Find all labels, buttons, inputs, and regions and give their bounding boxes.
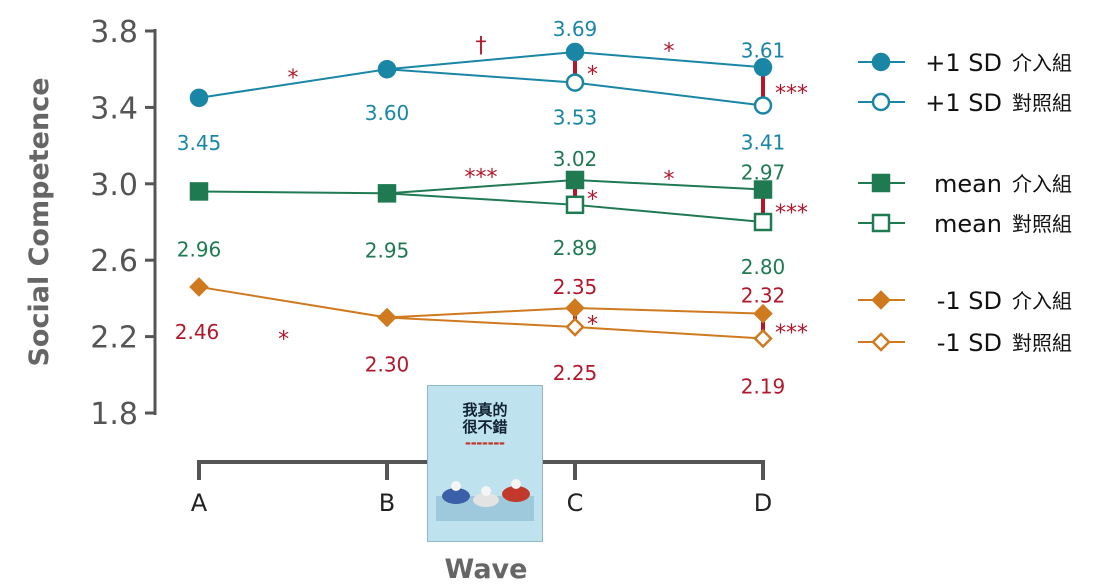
x-tick-label: A xyxy=(191,489,208,517)
group-difference-significance: *** xyxy=(775,81,808,106)
y-tick-label: 1.8 xyxy=(90,397,138,432)
data-label: 3.69 xyxy=(553,17,598,41)
data-label: 3.41 xyxy=(741,130,786,154)
data-point-marker xyxy=(753,96,773,115)
data-point-marker xyxy=(377,184,397,203)
data-label: 3.02 xyxy=(553,147,598,171)
y-tick-label: 3.0 xyxy=(90,168,138,203)
data-point-marker xyxy=(565,317,585,337)
data-label: 2.95 xyxy=(365,238,410,262)
data-label: 3.53 xyxy=(553,106,598,130)
segment-significance: † xyxy=(476,34,487,59)
legend-group-label: 對照組 xyxy=(1012,91,1072,115)
legend-sd-label: mean xyxy=(934,210,1002,238)
legend-marker xyxy=(871,332,891,352)
data-point-marker xyxy=(189,277,209,297)
legend-sd-label: -1 SD xyxy=(937,287,1002,315)
data-point-marker xyxy=(753,58,773,77)
book-title: 我真的 很不錯 xyxy=(428,402,542,436)
data-point-marker xyxy=(753,212,773,232)
legend-marker xyxy=(871,213,891,233)
segment-significance: * xyxy=(664,39,675,64)
data-point-marker xyxy=(753,303,773,324)
data-point-marker xyxy=(753,328,773,349)
legend-group-label: 介入組 xyxy=(1012,172,1072,196)
data-point-marker xyxy=(753,180,773,199)
data-point-marker xyxy=(377,59,397,79)
data-label: 3.61 xyxy=(741,38,786,62)
data-label: 2.97 xyxy=(741,161,786,185)
legend-group-label: 對照組 xyxy=(1012,331,1072,355)
data-label: 2.19 xyxy=(741,375,786,399)
segment-significance: *** xyxy=(465,165,498,190)
data-label: 2.80 xyxy=(741,255,786,279)
series-line xyxy=(198,178,764,195)
legend-marker xyxy=(871,290,891,310)
data-point-marker xyxy=(565,73,585,92)
series-line xyxy=(198,285,764,319)
data-point-marker xyxy=(377,307,397,328)
series-line xyxy=(198,51,764,99)
data-label: 2.46 xyxy=(175,320,220,344)
data-point-marker xyxy=(565,195,585,215)
legend-sd-label: +1 SD xyxy=(925,49,1002,77)
book-cover-image: 我真的 很不錯 ▬▬▬▬▬▬▬ xyxy=(427,385,543,542)
x-axis-title: Wave xyxy=(445,554,528,584)
data-label: 3.45 xyxy=(177,131,222,155)
data-label: 3.60 xyxy=(365,101,410,125)
data-label: 2.32 xyxy=(741,284,786,308)
y-tick-label: 3.4 xyxy=(90,91,138,126)
group-difference-significance: * xyxy=(587,62,598,87)
data-label: 2.96 xyxy=(177,237,222,261)
y-tick-label: 2.2 xyxy=(90,321,138,356)
data-point-marker xyxy=(189,88,209,108)
data-point-marker xyxy=(565,42,585,62)
data-label: 2.25 xyxy=(553,361,598,385)
group-difference-significance: * xyxy=(587,187,598,212)
segment-significance: * xyxy=(664,167,675,192)
y-tick-label: 2.6 xyxy=(90,244,138,279)
legend-group-label: 介入組 xyxy=(1012,51,1072,75)
legend-marker xyxy=(871,92,891,112)
book-illustration xyxy=(436,479,534,521)
y-axis-title: Social Competence xyxy=(24,77,55,366)
segment-significance: * xyxy=(278,328,289,353)
legend-group-label: 對照組 xyxy=(1012,212,1072,236)
book-title-line-2: 很不錯 xyxy=(462,418,508,436)
y-tick-label: 3.8 xyxy=(90,15,138,50)
data-label: 2.89 xyxy=(553,236,598,260)
data-label: 2.30 xyxy=(365,353,410,377)
x-tick-label: B xyxy=(379,489,395,517)
x-tick-label: D xyxy=(754,489,772,517)
data-label: 2.35 xyxy=(553,275,598,299)
legend-sd-label: mean xyxy=(934,170,1002,198)
legend-group-label: 介入組 xyxy=(1012,289,1072,313)
data-point-marker xyxy=(189,182,209,201)
book-subtitle-decoration: ▬▬▬▬▬▬▬ xyxy=(465,440,505,447)
group-difference-significance: *** xyxy=(775,201,808,226)
data-point-marker xyxy=(565,298,585,318)
legend-marker xyxy=(871,173,891,193)
legend-marker xyxy=(871,52,891,72)
group-difference-significance: * xyxy=(587,313,598,338)
data-point-marker xyxy=(565,170,585,190)
segment-significance: * xyxy=(288,66,299,91)
legend-sd-label: +1 SD xyxy=(925,89,1002,117)
book-title-line-1: 我真的 xyxy=(462,401,508,419)
legend-sd-label: -1 SD xyxy=(937,329,1002,357)
group-difference-significance: *** xyxy=(775,321,808,346)
x-tick-label: C xyxy=(567,489,584,517)
